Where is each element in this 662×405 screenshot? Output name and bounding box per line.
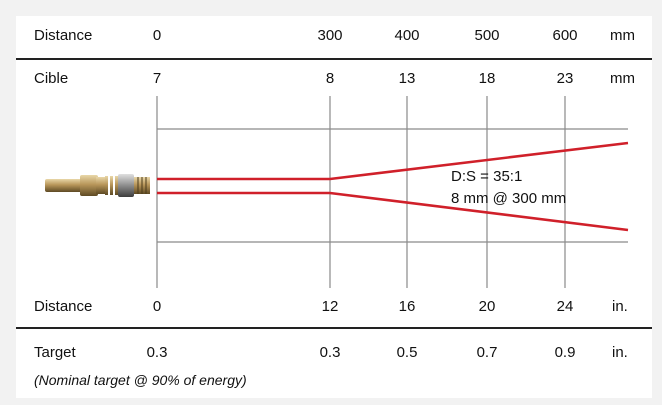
cible-value: 18 — [478, 70, 496, 87]
target-label: Target — [34, 344, 76, 361]
target-value: 0.3 — [146, 344, 168, 361]
distance-in-value: 20 — [478, 298, 496, 315]
distance-mm-value: 600 — [552, 27, 578, 44]
bottom-divider — [16, 327, 652, 329]
distance-in-value: 12 — [321, 298, 339, 315]
footnote: (Nominal target @ 90% of energy) — [34, 372, 247, 388]
distance-mm-value: 300 — [317, 27, 343, 44]
top-divider — [16, 58, 652, 60]
beam-upper-edge — [157, 141, 629, 181]
target-unit: in. — [612, 344, 628, 361]
target-value: 0.9 — [554, 344, 576, 361]
cible-value: 23 — [556, 70, 574, 87]
distance-in-unit: in. — [612, 298, 628, 315]
distance-in-value: 0 — [152, 298, 162, 315]
cible-value: 13 — [398, 70, 416, 87]
distance-mm-unit: mm — [610, 27, 635, 44]
target-value: 0.5 — [396, 344, 418, 361]
beam-lower-edge — [157, 191, 629, 232]
distance-mm-value: 0 — [152, 27, 162, 44]
distance-mm-label: Distance — [34, 27, 93, 44]
distance-in-value: 24 — [556, 298, 574, 315]
distance-mm-value: 400 — [394, 27, 420, 44]
distance-in-value: 16 — [398, 298, 416, 315]
spot-size-annotation: 8 mm @ 300 mm — [451, 190, 566, 207]
distance-in-label: Distance — [34, 298, 93, 315]
cible-value: 8 — [325, 70, 335, 87]
diagram-background — [16, 16, 652, 398]
cible-label: Cible — [34, 70, 69, 87]
ratio-annotation: D:S = 35:1 — [451, 168, 522, 185]
target-value: 0.7 — [476, 344, 498, 361]
cible-value: 7 — [152, 70, 162, 87]
cible-unit: mm — [610, 70, 635, 87]
sensor-probe-icon — [45, 174, 150, 197]
distance-mm-value: 500 — [474, 27, 500, 44]
target-value: 0.3 — [319, 344, 341, 361]
